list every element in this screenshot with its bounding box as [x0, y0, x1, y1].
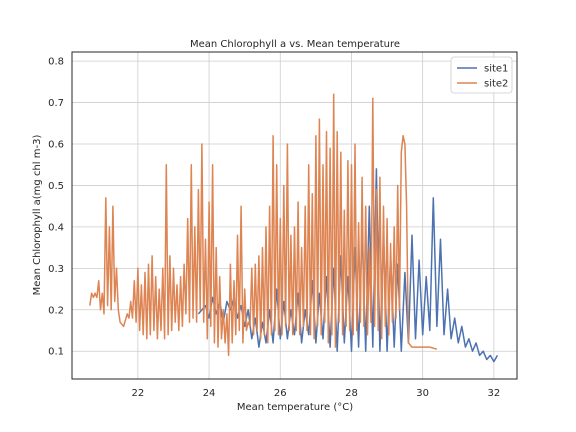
x-tick-label: 26: [274, 388, 287, 399]
ticks: 22 24 26 28 30 32 0.1 0.2 0.3 0.4 0.5 0.6 0.7 0.8: [48, 57, 500, 399]
legend: site1 site2: [450, 56, 513, 94]
legend-label-site2: site2: [484, 79, 508, 90]
x-tick-label: 32: [487, 388, 500, 399]
y-tick-label: 0.2: [48, 305, 64, 316]
x-tick-label: 24: [203, 388, 216, 399]
y-axis-label: Mean Chlorophyll a(mg chl m-3): [32, 135, 43, 296]
y-tick-label: 0.4: [48, 222, 64, 233]
x-tick-label: 30: [416, 388, 429, 399]
y-tick-label: 0.3: [48, 264, 64, 275]
x-tick-label: 28: [345, 388, 358, 399]
y-tick-label: 0.8: [48, 57, 64, 68]
series-line-site2: [89, 93, 438, 357]
y-tick-label: 0.5: [48, 181, 64, 192]
y-tick-label: 0.7: [48, 98, 64, 109]
plot-frame: [71, 51, 518, 380]
x-axis-label: Mean temperature (°C): [237, 402, 353, 413]
chart-title: Mean Chlorophyll a vs. Mean temperature: [190, 39, 400, 50]
legend-box: [450, 56, 513, 94]
y-tick-label: 0.6: [48, 140, 64, 151]
y-tick-label: 0.1: [48, 347, 64, 358]
legend-label-site1: site1: [484, 64, 508, 75]
x-tick-label: 22: [131, 388, 144, 399]
series-layer: [89, 93, 499, 363]
